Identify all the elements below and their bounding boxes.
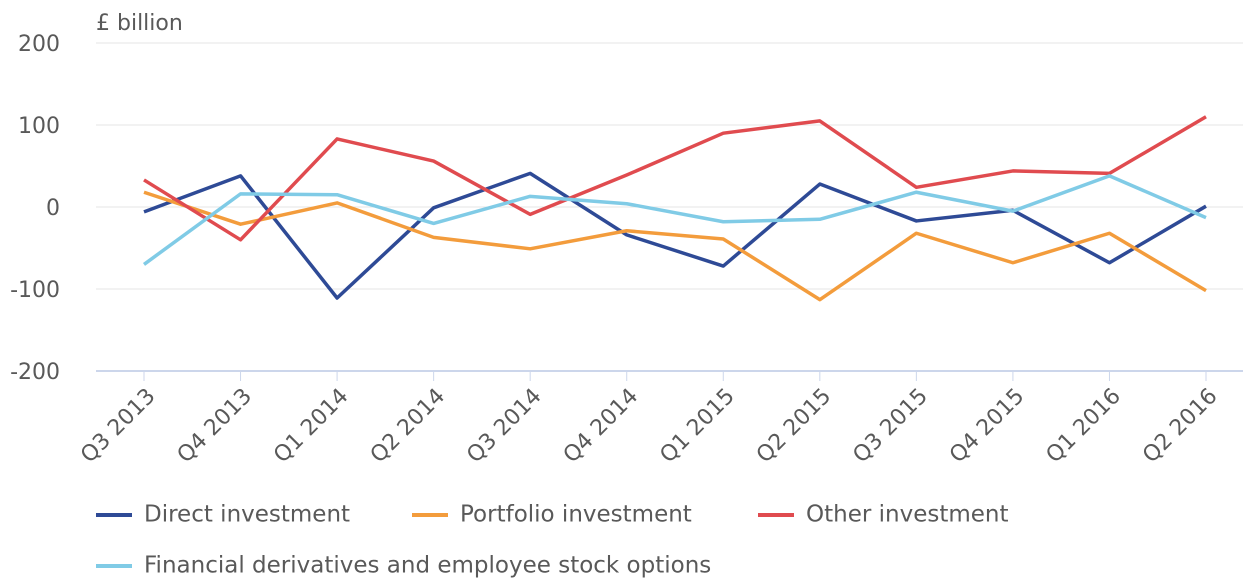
legend: Direct investment Portfolio investment Oth…	[96, 502, 1009, 579]
x-tick-label: Q1 2014	[269, 384, 353, 468]
x-tick-label: Q2 2014	[366, 384, 450, 468]
y-tick-label: 100	[18, 114, 60, 139]
x-tick-label: Q2 2016	[1138, 384, 1222, 468]
series-line	[142, 174, 1207, 266]
y-tick-label: 200	[18, 32, 60, 57]
y-tick-label: -200	[10, 360, 60, 385]
x-tick-label: Q4 2013	[173, 384, 257, 468]
x-tick-label: Q1 2015	[655, 384, 739, 468]
y-axis-label: £ billion	[96, 11, 183, 36]
y-tick-label: -100	[10, 278, 60, 303]
legend-label: Other investment	[806, 502, 1009, 528]
x-tick-label: Q3 2015	[848, 384, 932, 468]
series-line	[143, 171, 1207, 300]
x-tick-label: Q1 2016	[1042, 384, 1126, 468]
legend-label: Direct investment	[144, 502, 350, 528]
x-tick-label: Q3 2014	[462, 384, 546, 468]
x-tick-label: Q2 2015	[752, 384, 836, 468]
y-tick-label: 0	[46, 196, 60, 221]
legend-label: Financial derivatives and employee stock…	[144, 553, 711, 579]
x-tick-label: Q4 2014	[559, 384, 643, 468]
series-line	[143, 115, 1207, 242]
x-tick-label: Q3 2013	[76, 384, 160, 468]
series-line	[143, 190, 1207, 302]
x-tick-label: Q4 2015	[945, 384, 1029, 468]
legend-label: Portfolio investment	[460, 502, 692, 528]
